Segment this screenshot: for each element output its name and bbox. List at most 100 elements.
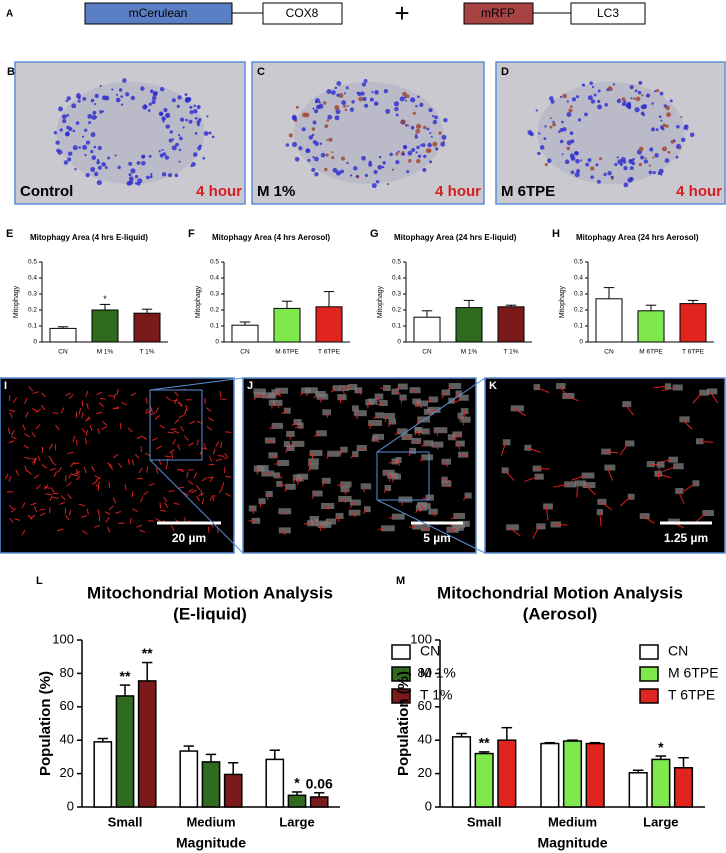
motion-vector: [166, 458, 169, 465]
mito-pixel: [409, 447, 417, 454]
mito-dot: [627, 105, 632, 110]
chart-title: Mitochondrial Motion Analysis: [87, 583, 333, 602]
y-tick-label: 0.4: [392, 275, 401, 282]
motion-vector: [24, 411, 29, 418]
motion-vector: [414, 429, 419, 436]
motion-vector: [113, 453, 119, 459]
motion-vector: [180, 425, 185, 432]
mito-dot: [340, 156, 345, 161]
mito-dot: [169, 130, 173, 134]
motion-vector: [168, 489, 175, 493]
mito-dot: [537, 151, 541, 156]
mito-pixel: [309, 463, 319, 470]
grouped-bar-chart: M Mitochondrial Motion Analysis (Aerosol) P…: [395, 575, 719, 851]
mito-pixel: [262, 392, 275, 399]
motion-vector: [657, 464, 661, 479]
x-tick-label: Medium: [548, 814, 597, 829]
mito-dot: [179, 117, 185, 122]
mito-pixel: [278, 527, 291, 534]
significance-label: **: [120, 668, 131, 684]
scale-label: 20 µm: [172, 531, 206, 545]
mito-dot: [361, 82, 367, 87]
mito-dot: [334, 115, 340, 121]
chart-panels: E Mitophagy Area (4 hrs E-liquid) Mitophag…: [6, 228, 719, 851]
mito-pixel: [374, 393, 384, 400]
motion-vector: [326, 453, 331, 459]
motion-vector: [11, 435, 17, 440]
motion-vector: [8, 476, 12, 483]
motion-vector: [178, 414, 185, 419]
mito-dot: [417, 95, 420, 99]
mito-dot: [689, 132, 695, 138]
x-tick-label: M 1%: [97, 349, 114, 356]
motion-vector: [65, 392, 71, 396]
mito-dot: [543, 137, 547, 141]
construct-label: LC3: [597, 6, 619, 20]
mito-dot: [326, 89, 332, 95]
mito-dot: [313, 109, 319, 114]
y-tick-label: 0: [579, 339, 583, 346]
motion-vector: [10, 429, 15, 436]
mito-dot: [163, 107, 168, 113]
mito-pixel: [391, 458, 399, 465]
mito-dot: [441, 134, 447, 140]
mito-dot: [638, 163, 643, 167]
mito-pixel: [458, 520, 470, 527]
image-panels: Control 4 hour B M 1% 4 hour C M 6TPE 4 hour D 20…: [0, 61, 726, 554]
mito-dot: [616, 98, 622, 104]
mito-pixel: [582, 482, 596, 489]
image-time: 4 hour: [435, 183, 481, 200]
motion-vector: [456, 397, 463, 402]
mito-dot: [97, 145, 102, 151]
mito-dot: [65, 132, 70, 137]
bar: [413, 316, 441, 343]
mito-pixel: [428, 396, 439, 403]
bar: [651, 758, 671, 808]
mito-dot: [159, 112, 163, 116]
mito-dot: [314, 141, 319, 147]
motion-vector: [392, 476, 396, 483]
motion-vector: [508, 526, 521, 537]
mito-dot: [175, 142, 179, 147]
motion-vector: [15, 469, 19, 476]
mito-pixel: [265, 491, 273, 498]
motion-vector: [397, 459, 400, 467]
motion-vector: [27, 514, 33, 520]
motion-vector: [121, 402, 128, 406]
motion-vector: [57, 467, 62, 473]
mito-dot: [402, 91, 407, 97]
motion-vector: [30, 502, 37, 506]
mito-dot: [81, 135, 85, 138]
mito-dot: [375, 180, 380, 184]
bar: [309, 796, 329, 808]
motion-vector: [698, 440, 713, 443]
mito-dot: [590, 166, 595, 171]
mito-pixel: [340, 481, 352, 488]
mito-pixel: [460, 408, 469, 415]
mito-dot: [544, 163, 548, 167]
mito-pixel: [348, 384, 358, 391]
motion-vector: [619, 496, 632, 507]
significance-label: **: [479, 735, 490, 751]
mito-dot: [136, 161, 141, 165]
motion-vector: [132, 459, 135, 466]
motion-vector: [378, 527, 385, 531]
mito-dot: [415, 151, 418, 154]
motion-vector: [553, 483, 568, 488]
motion-vector: [155, 517, 161, 522]
mito-dot: [584, 112, 588, 117]
motion-vector: [279, 483, 286, 486]
bar: [115, 695, 135, 808]
motion-vector: [168, 431, 175, 434]
panel-label: J: [247, 380, 253, 392]
mito-dot: [130, 95, 136, 101]
mito-dot: [660, 173, 663, 176]
mito-pixel: [409, 387, 421, 394]
motion-vector: [172, 399, 179, 402]
motion-vector: [130, 392, 137, 397]
mito-dot: [324, 167, 328, 172]
mito-dot: [182, 126, 185, 129]
motion-vector: [444, 461, 449, 467]
mito-dot: [387, 182, 390, 186]
mito-pixel: [448, 383, 462, 390]
